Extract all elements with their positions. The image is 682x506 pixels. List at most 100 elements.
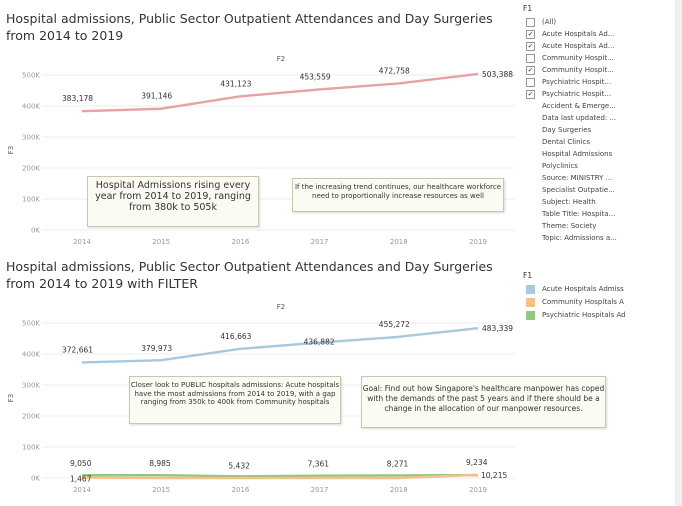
chart1-annotation-trend: Hospital Admissions rising every year fr… xyxy=(87,176,259,227)
checkbox-icon[interactable] xyxy=(526,102,535,111)
filter-item[interactable]: Community Hospit... xyxy=(523,52,682,64)
filter-item[interactable]: Hospital Admissions xyxy=(523,148,682,160)
checkbox-checked-icon[interactable]: ✓ xyxy=(526,29,535,39)
data-label: 7,361 xyxy=(308,460,330,469)
y-tick-label: 400K xyxy=(22,103,40,111)
data-label: 503,388 xyxy=(482,70,513,79)
x-tick-label: 2018 xyxy=(390,486,408,494)
checkbox-icon[interactable] xyxy=(526,222,535,231)
data-label: 9,050 xyxy=(70,459,92,468)
filter-item-label: Source: MINISTRY ... xyxy=(542,174,613,182)
filter-panel: F1 (All) ✓ Acute Hospitals Ad... ✓ Acute Hos… xyxy=(523,4,682,244)
checkbox-icon[interactable] xyxy=(526,198,535,207)
filter-item[interactable]: (All) xyxy=(523,16,682,28)
x-tick-label: 2018 xyxy=(390,238,408,246)
filter-item[interactable]: ✓ Acute Hospitals Ad... xyxy=(523,40,682,52)
series-line-0[interactable] xyxy=(81,326,479,364)
x-tick-label: 2019 xyxy=(469,486,487,494)
checkbox-icon[interactable] xyxy=(526,17,535,27)
legend-item-label: Acute Hospitals Admiss xyxy=(542,285,624,293)
filter-item-label: Topic: Admissions a... xyxy=(542,234,617,242)
filter-item-label: Subject: Health xyxy=(542,198,596,206)
filter-item-label: Dental Clinics xyxy=(542,138,590,146)
filter-item[interactable]: Table Title: Hospita... xyxy=(523,208,682,220)
data-label: 472,758 xyxy=(379,66,410,75)
legend-panel: F1 Acute Hospitals Admiss Community Hospi… xyxy=(523,271,682,322)
filter-item[interactable]: Subject: Health xyxy=(523,196,682,208)
y-tick-label: 500K xyxy=(22,72,40,80)
legend-swatch xyxy=(526,285,535,294)
column-header: F2 xyxy=(277,303,285,311)
data-label: 383,178 xyxy=(62,94,93,103)
y-tick-label: 400K xyxy=(22,351,40,359)
checkbox-icon[interactable] xyxy=(526,210,535,219)
y-axis-label: F3 xyxy=(7,394,15,402)
chart1-annotation-workforce: If the increasing trend continues, our h… xyxy=(292,178,504,212)
checkbox-icon[interactable] xyxy=(526,186,535,195)
legend-item-label: Psychiatric Hospitals Ad xyxy=(542,311,626,319)
filter-item[interactable]: Psychiatric Hospit... xyxy=(523,76,682,88)
checkbox-icon[interactable] xyxy=(526,150,535,159)
data-label: 455,272 xyxy=(379,320,410,329)
filter-item[interactable]: Topic: Admissions a... xyxy=(523,232,682,244)
y-tick-label: 200K xyxy=(22,165,40,173)
filter-item[interactable]: ✓ Community Hospit... xyxy=(523,64,682,76)
checkbox-icon[interactable] xyxy=(526,162,535,171)
filter-item-label: Day Surgeries xyxy=(542,126,592,134)
checkbox-icon[interactable] xyxy=(526,114,535,123)
y-tick-label: 0K xyxy=(31,475,40,483)
checkbox-icon[interactable] xyxy=(526,234,535,243)
column-header: F2 xyxy=(277,55,285,63)
y-tick-label: 0K xyxy=(31,227,40,235)
chart2-title: Hospital admissions, Public Sector Outpa… xyxy=(6,259,493,291)
checkbox-checked-icon[interactable]: ✓ xyxy=(526,89,535,99)
chart1-title: Hospital admissions, Public Sector Outpa… xyxy=(6,11,493,43)
checkbox-checked-icon[interactable]: ✓ xyxy=(526,65,535,75)
checkbox-icon[interactable] xyxy=(526,77,535,87)
filter-item[interactable]: Source: MINISTRY ... xyxy=(523,172,682,184)
filter-item-label: Table Title: Hospita... xyxy=(542,210,616,218)
checkbox-icon[interactable] xyxy=(526,174,535,183)
data-label: 483,339 xyxy=(482,324,513,333)
series-line-1[interactable] xyxy=(81,473,479,480)
filter-item-label: (All) xyxy=(542,18,557,26)
checkbox-icon[interactable] xyxy=(526,126,535,135)
series-line-2[interactable] xyxy=(81,473,479,478)
legend-swatch xyxy=(526,298,535,307)
checkbox-icon[interactable] xyxy=(526,53,535,63)
x-tick-label: 2016 xyxy=(231,486,249,494)
data-label: 372,661 xyxy=(62,345,93,354)
checkbox-checked-icon[interactable]: ✓ xyxy=(526,41,535,51)
chart1-plot[interactable]: 0K 100K 200K 300K 400K 500K 2014 2015 2016 2017 20… xyxy=(0,50,520,250)
filter-item-label: Hospital Admissions xyxy=(542,150,613,158)
y-tick-label: 500K xyxy=(22,320,40,328)
filter-item-label: Acute Hospitals Ad... xyxy=(542,42,615,50)
filter-item[interactable]: Day Surgeries xyxy=(523,124,682,136)
filter-item[interactable]: ✓ Acute Hospitals Ad... xyxy=(523,28,682,40)
x-tick-label: 2015 xyxy=(152,486,170,494)
data-label: 416,663 xyxy=(220,332,251,341)
filter-item[interactable]: Accident & Emerge... xyxy=(523,100,682,112)
legend-item-label: Community Hospitals A xyxy=(542,298,624,306)
checkbox-icon[interactable] xyxy=(526,138,535,147)
legend-item[interactable]: Acute Hospitals Admiss xyxy=(523,283,682,296)
data-label: 10,215 xyxy=(481,471,507,480)
filter-item[interactable]: Specialist Outpatie... xyxy=(523,184,682,196)
filter-item[interactable]: Dental Clinics xyxy=(523,136,682,148)
scrollbar[interactable] xyxy=(675,0,682,506)
data-label: 436,882 xyxy=(304,338,335,347)
legend-item[interactable]: Psychiatric Hospitals Ad xyxy=(523,309,682,322)
filter-item[interactable]: Data last updated: ... xyxy=(523,112,682,124)
data-label: 8,985 xyxy=(149,459,171,468)
series-line-0[interactable] xyxy=(81,72,479,113)
filter-item-label: Data last updated: ... xyxy=(542,114,617,122)
y-tick-label: 300K xyxy=(22,134,40,142)
y-tick-label: 100K xyxy=(22,444,40,452)
filter-item[interactable]: ✓ Psychiatric Hospit... xyxy=(523,88,682,100)
filter-item[interactable]: Theme: Society xyxy=(523,220,682,232)
filter-item-label: Accident & Emerge... xyxy=(542,102,616,110)
legend-item[interactable]: Community Hospitals A xyxy=(523,296,682,309)
x-tick-label: 2014 xyxy=(73,238,91,246)
x-tick-label: 2016 xyxy=(231,238,249,246)
filter-item[interactable]: Polyclinics xyxy=(523,160,682,172)
